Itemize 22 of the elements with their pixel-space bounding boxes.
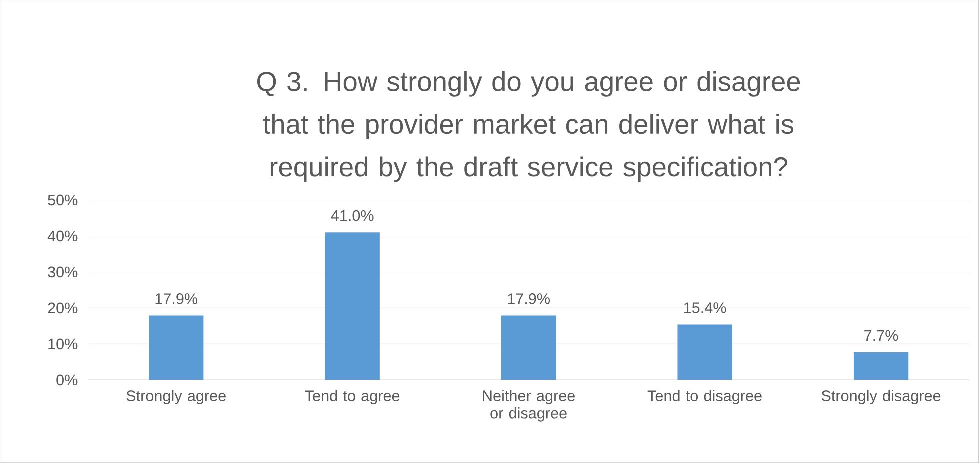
x-tick-label: Neither agree or disagree [483,390,575,422]
bar [678,324,732,380]
y-tick-label: 10% [48,338,78,350]
x-tick-label: Tend to agree [305,390,400,404]
data-label: 41.0% [331,210,374,222]
chart-title: Q 3. How strongly do you agree or disagree that the provider market can deliver what is required by the draft service specification? [257,71,800,182]
x-tick-label: Strongly disagree [822,390,941,404]
y-tick-label: 40% [48,230,78,242]
y-tick-label: 20% [48,302,78,314]
data-label: 17.9% [508,293,550,304]
y-tick-label: 0% [56,374,78,386]
bar [149,316,204,380]
x-tick-label: Tend to disagree [648,390,762,404]
data-label: 17.9% [156,293,198,304]
y-tick-label: 30% [48,266,78,278]
bar [854,352,909,380]
bar [325,232,380,380]
data-label: 7.7% [864,330,898,342]
data-label: 15.4% [684,302,726,314]
bar [502,316,556,380]
x-tick-label: Strongly agree [126,390,226,404]
y-tick-label: 50% [48,194,78,206]
